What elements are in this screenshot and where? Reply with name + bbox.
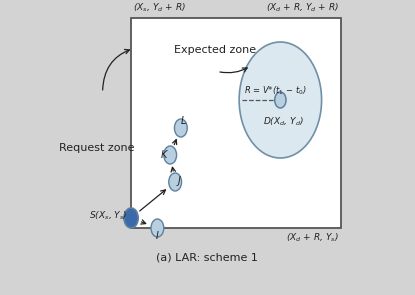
Text: (a) LAR: scheme 1: (a) LAR: scheme 1	[156, 253, 258, 263]
Text: (X$_d$ + R, Y$_s$): (X$_d$ + R, Y$_s$)	[286, 232, 339, 245]
Text: D(X$_d$, Y$_d$): D(X$_d$, Y$_d$)	[263, 115, 304, 128]
Text: R = V*(t$_1$ − t$_0$): R = V*(t$_1$ − t$_0$)	[244, 85, 306, 97]
Ellipse shape	[164, 146, 176, 164]
Ellipse shape	[169, 173, 181, 191]
Bar	[131, 18, 341, 228]
Text: J: J	[177, 176, 180, 186]
Ellipse shape	[174, 119, 187, 137]
Text: (X$_s$, Y$_d$ + R): (X$_s$, Y$_d$ + R)	[132, 1, 186, 14]
Text: I: I	[156, 231, 159, 241]
Ellipse shape	[275, 92, 286, 108]
Text: L: L	[181, 116, 186, 126]
Ellipse shape	[151, 219, 164, 237]
Text: Request zone: Request zone	[59, 143, 135, 153]
Ellipse shape	[239, 42, 322, 158]
Text: S(X$_s$, Y$_s$): S(X$_s$, Y$_s$)	[89, 210, 127, 222]
Text: K: K	[161, 150, 167, 160]
Ellipse shape	[124, 208, 138, 228]
Text: Expected zone: Expected zone	[174, 45, 256, 55]
Text: (X$_d$ + R, Y$_d$ + R): (X$_d$ + R, Y$_d$ + R)	[266, 1, 339, 14]
